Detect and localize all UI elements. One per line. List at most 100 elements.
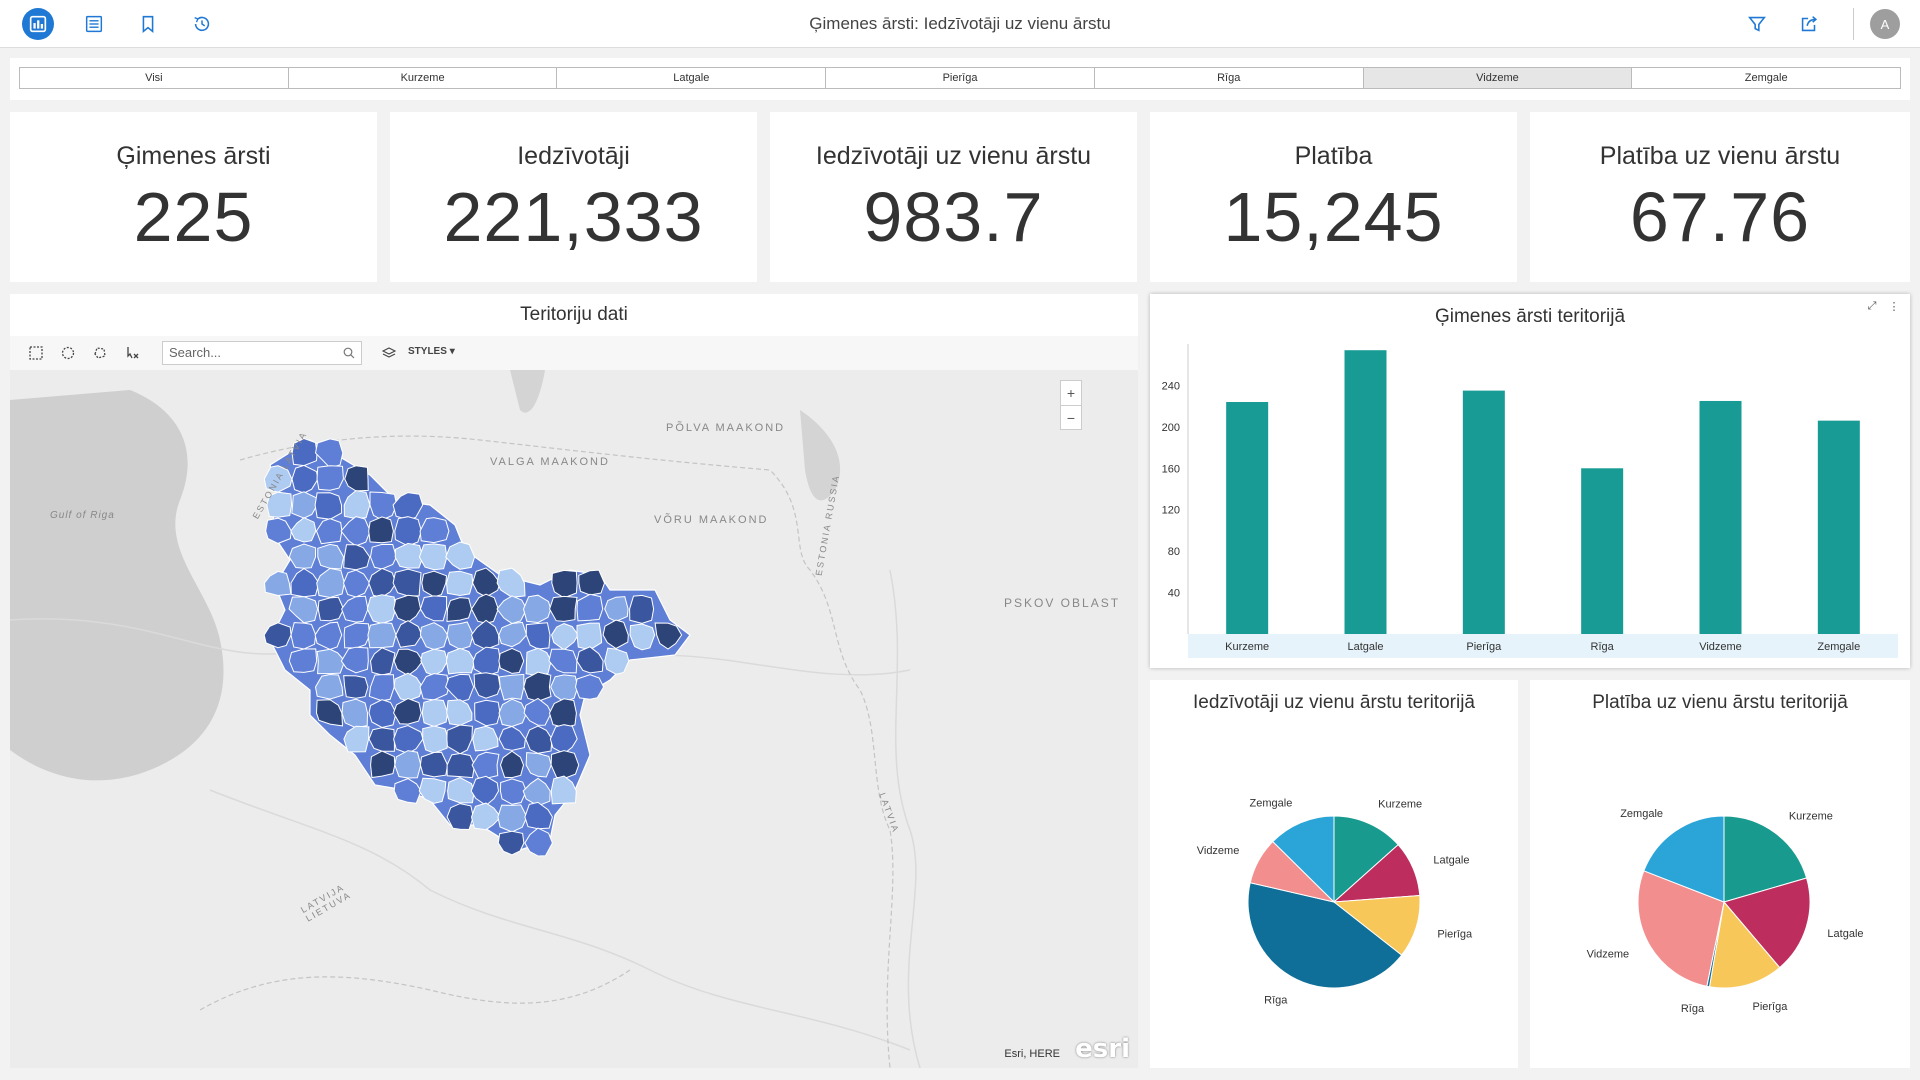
more-options-icon[interactable]: ⋮ [1888, 300, 1900, 313]
municipality[interactable] [395, 620, 423, 648]
municipality[interactable] [576, 646, 604, 674]
municipality[interactable] [394, 750, 422, 779]
municipality[interactable] [523, 671, 552, 702]
tab-pieriga[interactable]: Pierīga [826, 68, 1095, 88]
municipality[interactable] [291, 464, 319, 494]
municipality[interactable] [472, 725, 499, 752]
municipality[interactable] [290, 568, 320, 598]
municipality[interactable] [316, 465, 344, 491]
municipality[interactable] [498, 698, 528, 728]
municipality[interactable] [419, 673, 450, 701]
municipality[interactable] [422, 725, 449, 754]
municipality[interactable] [291, 437, 318, 467]
municipality[interactable] [393, 594, 422, 623]
bar-kurzeme[interactable] [1226, 402, 1269, 634]
municipality[interactable] [499, 750, 525, 779]
municipality[interactable] [550, 750, 580, 780]
municipality[interactable] [574, 674, 605, 700]
municipality[interactable] [343, 544, 371, 571]
municipality[interactable] [394, 542, 424, 569]
bar-rīga[interactable] [1581, 468, 1624, 634]
municipality[interactable] [604, 596, 629, 623]
municipality[interactable] [498, 621, 528, 648]
municipality[interactable] [551, 623, 579, 651]
municipality[interactable] [474, 699, 501, 727]
municipality[interactable] [421, 698, 449, 728]
municipality[interactable] [314, 621, 343, 651]
municipality[interactable] [654, 622, 683, 650]
vidzeme-municipalities[interactable] [263, 437, 691, 857]
municipality[interactable] [525, 725, 553, 754]
municipality[interactable] [525, 752, 552, 778]
municipality[interactable] [548, 698, 577, 728]
municipality[interactable] [393, 672, 424, 702]
municipality[interactable] [419, 751, 449, 778]
municipality[interactable] [445, 541, 476, 570]
municipality[interactable] [263, 570, 292, 597]
pie-slice-zemgale[interactable] [1643, 815, 1725, 903]
pie-slice-kurzeme[interactable] [1723, 815, 1808, 903]
municipality[interactable] [472, 646, 502, 677]
municipality[interactable] [446, 803, 474, 831]
municipality[interactable] [446, 597, 473, 622]
municipality[interactable] [266, 491, 293, 518]
municipality[interactable] [445, 570, 474, 597]
esri-logo[interactable]: esri [1075, 1034, 1130, 1064]
municipality[interactable] [369, 543, 397, 570]
municipality[interactable] [496, 595, 528, 625]
pie-slice-zemgale[interactable] [1272, 815, 1335, 904]
municipality[interactable] [445, 673, 475, 703]
municipality[interactable] [549, 595, 578, 622]
map-canvas[interactable]: PÕLVA MAAKOND VALGA MAAKOND VÕRU MAAKOND… [10, 370, 1138, 1068]
municipality[interactable] [393, 648, 424, 677]
municipality[interactable] [470, 802, 502, 831]
municipality[interactable] [343, 725, 370, 753]
municipality[interactable] [340, 516, 371, 547]
municipality[interactable] [419, 517, 450, 544]
municipality[interactable] [367, 622, 397, 649]
bar-latgale[interactable] [1344, 350, 1387, 634]
municipality[interactable] [418, 777, 447, 804]
municipality[interactable] [522, 594, 552, 624]
history-icon[interactable] [186, 8, 218, 40]
municipality[interactable] [470, 593, 499, 624]
municipality[interactable] [445, 647, 476, 675]
municipality[interactable] [343, 490, 371, 520]
municipality[interactable] [420, 648, 449, 677]
municipality[interactable] [524, 827, 553, 857]
list-icon[interactable] [78, 8, 110, 40]
tab-visi[interactable]: Visi [20, 68, 289, 88]
municipality[interactable] [341, 595, 369, 623]
municipality[interactable] [392, 568, 422, 597]
bar-zemgale[interactable] [1817, 420, 1860, 634]
lasso-select-icon[interactable] [92, 345, 108, 361]
municipality[interactable] [629, 623, 656, 651]
pie-slice-kurzeme[interactable] [1333, 815, 1399, 904]
municipality[interactable] [317, 596, 345, 622]
municipality[interactable] [446, 724, 473, 755]
municipality[interactable] [551, 569, 578, 599]
municipality[interactable] [288, 648, 318, 673]
municipality[interactable] [472, 567, 501, 598]
municipality[interactable] [392, 492, 424, 521]
pie-slice-pierīga[interactable] [1708, 900, 1781, 989]
tab-riga[interactable]: Rīga [1095, 68, 1364, 88]
municipality[interactable] [470, 775, 500, 807]
municipality[interactable] [393, 724, 424, 754]
municipality[interactable] [288, 596, 319, 624]
municipality[interactable] [524, 801, 553, 830]
municipality[interactable] [419, 622, 449, 651]
municipality[interactable] [525, 622, 551, 650]
municipality[interactable] [314, 673, 344, 700]
municipality[interactable] [497, 804, 528, 833]
tab-kurzeme[interactable]: Kurzeme [289, 68, 558, 88]
styles-dropdown[interactable]: STYLES ▾ [408, 346, 455, 357]
avatar[interactable]: A [1870, 9, 1900, 39]
municipality[interactable] [368, 516, 394, 544]
municipality[interactable] [522, 777, 551, 807]
municipality[interactable] [369, 491, 398, 521]
municipality[interactable] [446, 621, 474, 650]
municipality[interactable] [288, 543, 317, 569]
municipality[interactable] [290, 622, 317, 650]
municipality[interactable] [418, 543, 448, 571]
